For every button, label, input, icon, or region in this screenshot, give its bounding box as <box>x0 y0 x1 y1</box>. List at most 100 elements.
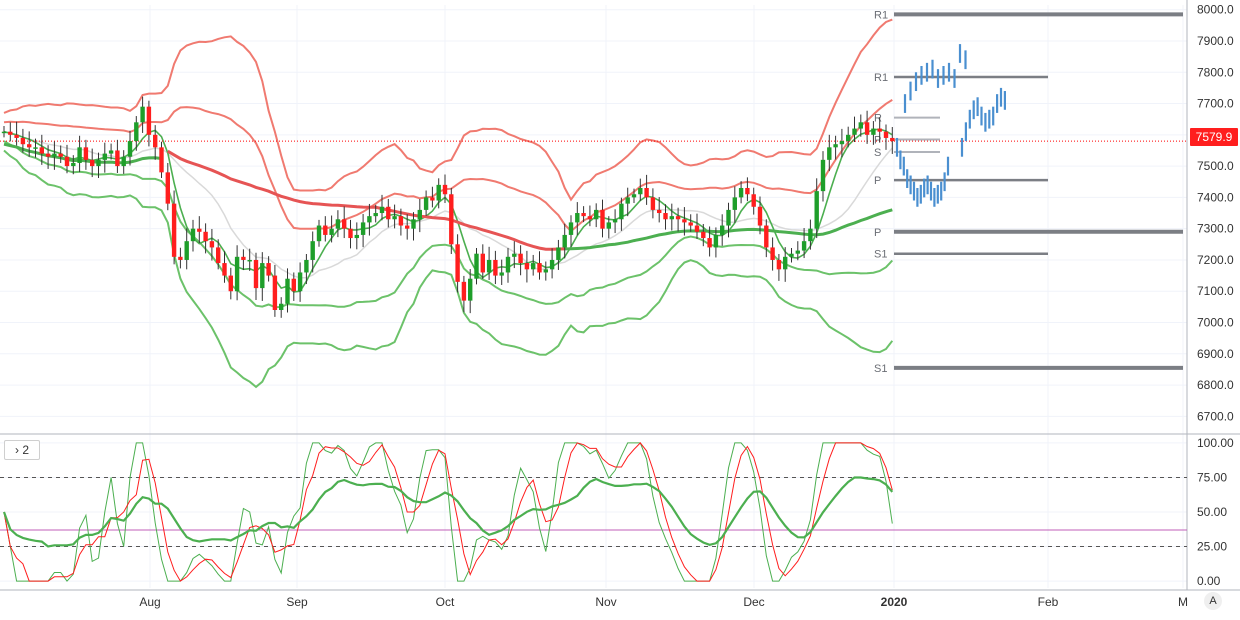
projection-layer <box>895 44 1007 207</box>
candle-body <box>260 263 265 289</box>
candle-body <box>531 263 536 270</box>
candle-body <box>285 278 290 304</box>
candle-body <box>436 184 441 201</box>
candle-body <box>115 150 120 167</box>
candle-body <box>253 259 259 289</box>
candle-body <box>820 159 826 192</box>
candle-body <box>279 303 284 310</box>
candle-body <box>64 156 70 167</box>
candle-body <box>732 197 737 210</box>
candle-body <box>562 234 567 248</box>
candle-body <box>178 256 183 260</box>
candle-body <box>108 150 114 154</box>
candle-body <box>342 219 347 229</box>
price-tick-label: 7700.0 <box>1197 97 1234 111</box>
candle-body <box>241 256 246 260</box>
pivot-label: R <box>874 113 882 125</box>
candle-body <box>518 253 523 264</box>
pane-count: 2 <box>22 443 30 457</box>
time-tick-label: Dec <box>743 595 764 609</box>
pivot-label: P <box>874 135 881 147</box>
candle-body <box>165 172 170 204</box>
candle-body <box>770 247 775 260</box>
candle-body <box>52 153 57 157</box>
candle-body <box>587 216 593 220</box>
candle-body <box>461 281 467 301</box>
candle-body <box>600 209 605 229</box>
candle-body <box>657 209 662 214</box>
candle-body <box>631 194 637 198</box>
candle-body <box>606 222 611 229</box>
candle-body <box>266 263 271 276</box>
pivot-label: R1 <box>874 9 888 21</box>
osc-tick-label: 100.00 <box>1197 436 1234 450</box>
candle-body <box>776 259 782 270</box>
candle-body <box>801 241 807 251</box>
candle-body <box>505 256 511 273</box>
auto-scale-button[interactable]: A <box>1204 592 1222 610</box>
price-tick-label: 7000.0 <box>1197 316 1234 330</box>
candle-body <box>247 259 252 262</box>
candle-body <box>751 194 756 207</box>
last-price-label: 7579.9 <box>1190 128 1238 146</box>
candle-body <box>789 253 794 257</box>
candle-body <box>209 241 215 248</box>
fast-moving-average <box>3 128 893 293</box>
candle-body <box>58 153 63 157</box>
osc-tick-label: 0.00 <box>1197 574 1221 588</box>
time-tick-label: Sep <box>286 595 308 609</box>
osc-tick-label: 25.00 <box>1197 540 1227 554</box>
candle-body <box>474 253 479 279</box>
upper-inner-band <box>3 99 893 233</box>
candle-body <box>71 162 76 167</box>
candle-body <box>222 263 227 276</box>
candle-body <box>335 219 341 229</box>
candle-body <box>675 216 681 220</box>
candle-body <box>524 263 530 270</box>
candle-body <box>140 106 145 123</box>
lower-inner-band <box>3 140 894 309</box>
candle-body <box>707 238 712 248</box>
candle-body <box>619 203 624 220</box>
candle-body <box>190 228 196 242</box>
candle-body <box>373 213 378 217</box>
candle-body <box>90 159 95 167</box>
candle-body <box>871 128 876 135</box>
price-tick-label: 7100.0 <box>1197 284 1234 298</box>
candle-body <box>348 228 353 239</box>
candle-body <box>423 197 429 210</box>
candles-layer <box>1 96 895 318</box>
candle-body <box>329 228 334 235</box>
oscillator-pane-toggle[interactable]: › 2 <box>4 440 40 460</box>
candle-body <box>20 137 26 145</box>
osc-tick-label: 75.00 <box>1197 470 1227 484</box>
chevron-right-icon: › <box>14 443 19 457</box>
candle-body <box>449 194 454 245</box>
candle-body <box>8 131 13 135</box>
candle-body <box>392 216 397 220</box>
candle-body <box>411 219 416 229</box>
candle-body <box>367 216 372 223</box>
candle-body <box>499 272 504 276</box>
price-tick-label: 8000.0 <box>1197 3 1234 17</box>
price-tick-label: 7300.0 <box>1197 222 1234 236</box>
gray-moving-average <box>3 130 893 279</box>
candle-body <box>537 263 542 273</box>
candle-body <box>688 222 693 226</box>
indicator-layer <box>0 18 1187 389</box>
pivot-label: P <box>874 227 881 239</box>
candle-body <box>297 272 303 292</box>
candle-body <box>726 209 731 226</box>
candle-body <box>480 253 485 273</box>
osc-tick-label: 50.00 <box>1197 505 1227 519</box>
candle-body <box>121 156 126 167</box>
stoch-k-line <box>3 442 893 582</box>
candle-body <box>575 213 580 223</box>
candle-body <box>486 259 492 273</box>
candle-body <box>83 147 89 160</box>
pivot-label: S1 <box>874 363 887 375</box>
candle-body <box>864 122 870 135</box>
